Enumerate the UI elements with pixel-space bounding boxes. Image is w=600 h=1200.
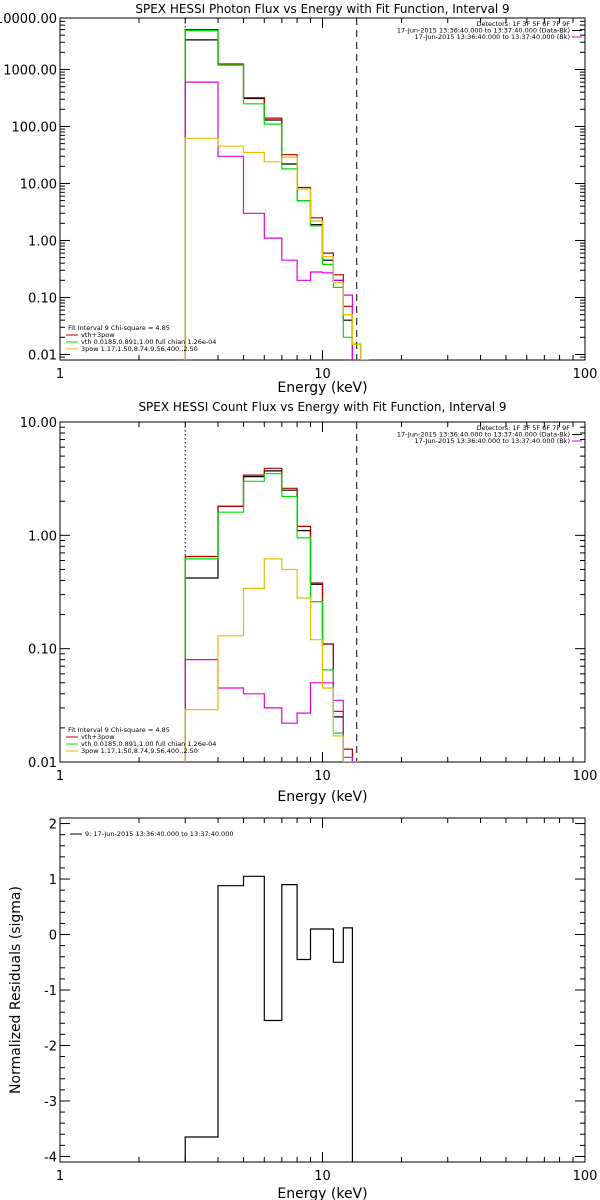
legend-text: vth 0.0185,0.891,1.00 full chian 1.26e-0… xyxy=(81,338,216,346)
legend-text: 17-Jun-2015 13:36:40.000 to 13:37:40.000… xyxy=(397,27,570,35)
y-tick-label: 2 xyxy=(49,818,57,833)
x-tick-label: 10 xyxy=(314,769,331,784)
series-red-line xyxy=(184,29,369,360)
series-green-line xyxy=(184,473,361,762)
x-tick-label: 1 xyxy=(56,367,64,382)
series-black-line xyxy=(184,39,362,360)
y-tick-label: 1 xyxy=(49,873,57,888)
legend-text: 3pow 1.17,1.50,8.74,9.56,400.,2.50 xyxy=(81,747,198,755)
y-axis-label: Normalized Residuals (sigma) xyxy=(8,886,24,1094)
chart-panel-2: SPEX HESSI Count Flux vs Energy with Fit… xyxy=(20,400,598,805)
legend-text: Fit Interval 9 Chi-square = 4.85 xyxy=(68,324,170,332)
y-tick-label: 0.01 xyxy=(28,756,57,771)
y-tick-label: -4 xyxy=(44,1150,57,1165)
legend-text: Fit Interval 9 Chi-square = 4.85 xyxy=(68,726,170,734)
legend-text: Detectors: 1F 3F 5F 6F 7F 9F xyxy=(476,424,570,432)
chart-panel-1: SPEX HESSI Photon Flux vs Energy with Fi… xyxy=(0,2,597,396)
y-tick-label: 0.01 xyxy=(28,348,57,363)
plot-frame xyxy=(59,817,586,1163)
y-tick-label: 0.10 xyxy=(28,643,57,658)
series-black-line xyxy=(184,875,353,1162)
y-tick-label: 10.00 xyxy=(20,177,57,192)
y-tick-label: -2 xyxy=(44,1039,57,1054)
y-tick-label: -3 xyxy=(44,1095,57,1110)
chart-title: SPEX HESSI Count Flux vs Energy with Fit… xyxy=(138,400,506,414)
series-red-line xyxy=(184,467,361,762)
x-tick-label: 100 xyxy=(573,1169,598,1184)
series-yellow-line xyxy=(184,558,361,762)
x-tick-label: 100 xyxy=(573,367,598,382)
y-tick-label: 1.00 xyxy=(28,529,57,544)
x-tick-label: 1 xyxy=(56,769,64,784)
legend-text: vth+3pow xyxy=(81,331,115,339)
series-black-line xyxy=(184,470,361,762)
chart-panel-3: Energy (keV) Normalized Residuals (sigma)… xyxy=(8,817,598,1200)
x-tick-label: 100 xyxy=(573,769,598,784)
y-tick-label: 0 xyxy=(49,929,57,944)
series-yellow-line xyxy=(184,137,369,360)
x-tick-label: 10 xyxy=(314,367,331,382)
legend-text: vth 0.0185,0.891,1.00 full chian 1.26e-0… xyxy=(81,740,216,748)
y-tick-label: 10000.00 xyxy=(0,12,57,27)
series-magenta-line xyxy=(184,659,361,762)
x-axis-label: Energy (keV) xyxy=(277,1186,367,1200)
x-axis-label: Energy (keV) xyxy=(277,789,367,805)
y-tick-label: -1 xyxy=(44,984,57,999)
legend-bottom: Fit Interval 9 Chi-square = 4.85vth+3pow… xyxy=(66,726,216,755)
legend-text: 17-Jun-2015 13:36:40.000 to 13:37:40.000… xyxy=(415,33,570,41)
legend-text: 17-Jun-2015 13:36:40.000 to 13:37:40.000… xyxy=(415,437,570,445)
x-tick-label: 1 xyxy=(56,1169,64,1184)
x-axis-label: Energy (keV) xyxy=(277,380,367,396)
legend-bottom: Fit Interval 9 Chi-square = 4.85vth+3pow… xyxy=(66,324,216,353)
y-tick-label: 1.00 xyxy=(28,234,57,249)
y-tick-label: 1000.00 xyxy=(3,63,57,78)
series-green-line xyxy=(184,30,369,360)
y-tick-label: 10.00 xyxy=(20,416,57,431)
y-tick-label: 0.10 xyxy=(28,291,57,306)
legend-top: Detectors: 1F 3F 5F 6F 7F 9F17-Jun-2015 … xyxy=(397,424,582,445)
legend-top: 9: 17-Jun-2015 13:36:40.000 to 13:37:40.… xyxy=(70,830,233,838)
legend-text: vth+3pow xyxy=(81,733,115,741)
y-tick-label: 100.00 xyxy=(12,120,58,135)
legend-text: 9: 17-Jun-2015 13:36:40.000 to 13:37:40.… xyxy=(85,830,233,838)
legend-text: Detectors: 1F 3F 5F 6F 7F 9F xyxy=(476,20,570,28)
legend-top: Detectors: 1F 3F 5F 6F 7F 9F17-Jun-2015 … xyxy=(397,20,582,41)
x-tick-label: 10 xyxy=(314,1169,331,1184)
legend-text: 3pow 1.17,1.50,8.74,9.56,400.,2.50 xyxy=(81,345,198,353)
chart-title: SPEX HESSI Photon Flux vs Energy with Fi… xyxy=(135,2,509,16)
plot-frame xyxy=(59,17,586,361)
legend-text: 17-Jun-2015 13:36:40.000 to 13:37:40.000… xyxy=(397,431,570,439)
